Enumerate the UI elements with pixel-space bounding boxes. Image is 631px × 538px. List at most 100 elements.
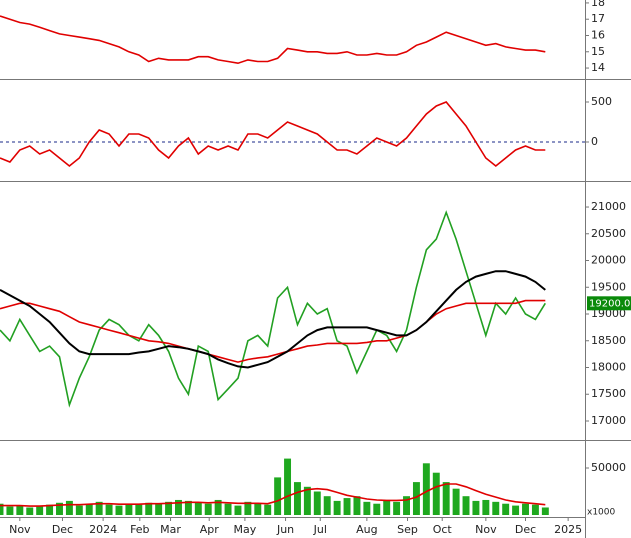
volume-bar bbox=[264, 504, 272, 515]
volume-bar bbox=[26, 507, 34, 515]
volume-bar bbox=[422, 463, 430, 515]
volume-bar bbox=[75, 505, 83, 515]
y-tick-label: 18500 bbox=[591, 334, 626, 347]
volume-bar bbox=[0, 503, 4, 515]
volume-bar bbox=[36, 506, 44, 515]
volume-bar bbox=[155, 503, 163, 515]
x-tick-label: Nov bbox=[9, 523, 31, 536]
y-tick-label: 500 bbox=[591, 95, 612, 108]
volume-bar bbox=[353, 496, 361, 515]
volume-bar bbox=[214, 499, 222, 515]
volume-bar bbox=[502, 503, 510, 515]
volume-bar bbox=[512, 505, 520, 515]
volume-bar bbox=[244, 501, 252, 515]
x-tick-label: Oct bbox=[433, 523, 453, 536]
x-tick-label: Jul bbox=[313, 523, 327, 536]
volume-bar bbox=[462, 496, 470, 515]
volume-bar bbox=[145, 502, 153, 515]
volume-bar bbox=[482, 499, 490, 515]
y-tick-label: 18 bbox=[591, 0, 605, 9]
volume-bar bbox=[531, 504, 539, 515]
x-tick-label: Nov bbox=[475, 523, 497, 536]
volume-bar bbox=[323, 496, 331, 515]
y-tick-label: 17 bbox=[591, 12, 605, 25]
volume-bar bbox=[95, 501, 103, 515]
series-line bbox=[0, 210, 546, 408]
volume-bar bbox=[363, 501, 371, 515]
volume-bar bbox=[274, 477, 282, 515]
y-tick-label: 19500 bbox=[591, 280, 626, 293]
x-tick-label: Dec bbox=[515, 523, 536, 536]
volume-bar bbox=[303, 486, 311, 515]
y-tick-label: 20500 bbox=[591, 227, 626, 240]
volume-bar bbox=[383, 499, 391, 515]
volume-bar bbox=[85, 503, 93, 515]
volume-bar bbox=[135, 504, 143, 515]
x-tick-label: 2024 bbox=[89, 523, 117, 536]
y-tick-label: 21000 bbox=[591, 200, 626, 213]
series-line bbox=[0, 483, 546, 507]
price-label: 19200.00 bbox=[589, 298, 631, 309]
volume-bar bbox=[313, 491, 321, 515]
price-label-box bbox=[587, 296, 631, 311]
volume-bar bbox=[234, 505, 242, 515]
y-tick-label: 50000 bbox=[591, 461, 626, 474]
y-tick-label: 17000 bbox=[591, 414, 626, 427]
volume-bar bbox=[403, 496, 410, 515]
y-tick-label: 0 bbox=[591, 135, 598, 148]
x-tick-label: 2025 bbox=[554, 523, 582, 536]
volume-bar bbox=[393, 501, 401, 515]
volume-bar bbox=[373, 503, 381, 515]
y-tick-label: 15 bbox=[591, 45, 605, 58]
x-tick-label: May bbox=[234, 523, 257, 536]
x-tick-label: Jun bbox=[276, 523, 294, 536]
y-tick-label: 17500 bbox=[591, 387, 626, 400]
unit-label: x1000 bbox=[587, 508, 616, 518]
volume-bar bbox=[254, 503, 262, 515]
x-tick-label: Feb bbox=[130, 523, 149, 536]
y-tick-label: 16 bbox=[591, 28, 605, 41]
series-line bbox=[0, 15, 546, 65]
x-tick-label: Sep bbox=[397, 523, 418, 536]
volume-bar bbox=[293, 482, 301, 515]
volume-bar bbox=[412, 482, 420, 515]
volume-bar bbox=[492, 501, 500, 515]
volume-bar bbox=[56, 502, 63, 515]
series-line bbox=[0, 101, 546, 168]
volume-bar bbox=[284, 458, 292, 515]
series-line bbox=[0, 270, 546, 369]
volume-bar bbox=[343, 498, 351, 515]
x-tick-label: Aug bbox=[356, 523, 377, 536]
x-tick-label: Apr bbox=[200, 523, 220, 536]
volume-bar bbox=[115, 505, 123, 515]
volume-bar bbox=[472, 500, 480, 515]
x-tick-label: Dec bbox=[52, 523, 73, 536]
volume-bar bbox=[204, 503, 212, 515]
y-tick-label: 20000 bbox=[591, 254, 626, 267]
volume-bar bbox=[165, 501, 173, 515]
volume-bar bbox=[105, 504, 113, 515]
volume-bar bbox=[522, 503, 529, 515]
volume-bar bbox=[442, 482, 450, 515]
volume-bar bbox=[65, 500, 73, 515]
volume-bar bbox=[125, 503, 133, 515]
y-tick-label: 18000 bbox=[591, 360, 626, 373]
volume-bar bbox=[175, 499, 182, 515]
volume-bar bbox=[333, 500, 341, 515]
volume-bar bbox=[452, 488, 460, 515]
volume-bar bbox=[224, 503, 232, 515]
volume-bar bbox=[6, 506, 14, 515]
x-tick-label: Mar bbox=[160, 523, 181, 536]
volume-bar bbox=[16, 505, 24, 515]
volume-bar bbox=[541, 507, 549, 515]
volume-bar bbox=[184, 500, 192, 515]
volume-bar bbox=[432, 472, 440, 515]
volume-bar bbox=[194, 502, 202, 515]
series-line bbox=[0, 299, 546, 363]
volume-bar bbox=[46, 504, 54, 515]
y-tick-label: 14 bbox=[591, 61, 605, 74]
